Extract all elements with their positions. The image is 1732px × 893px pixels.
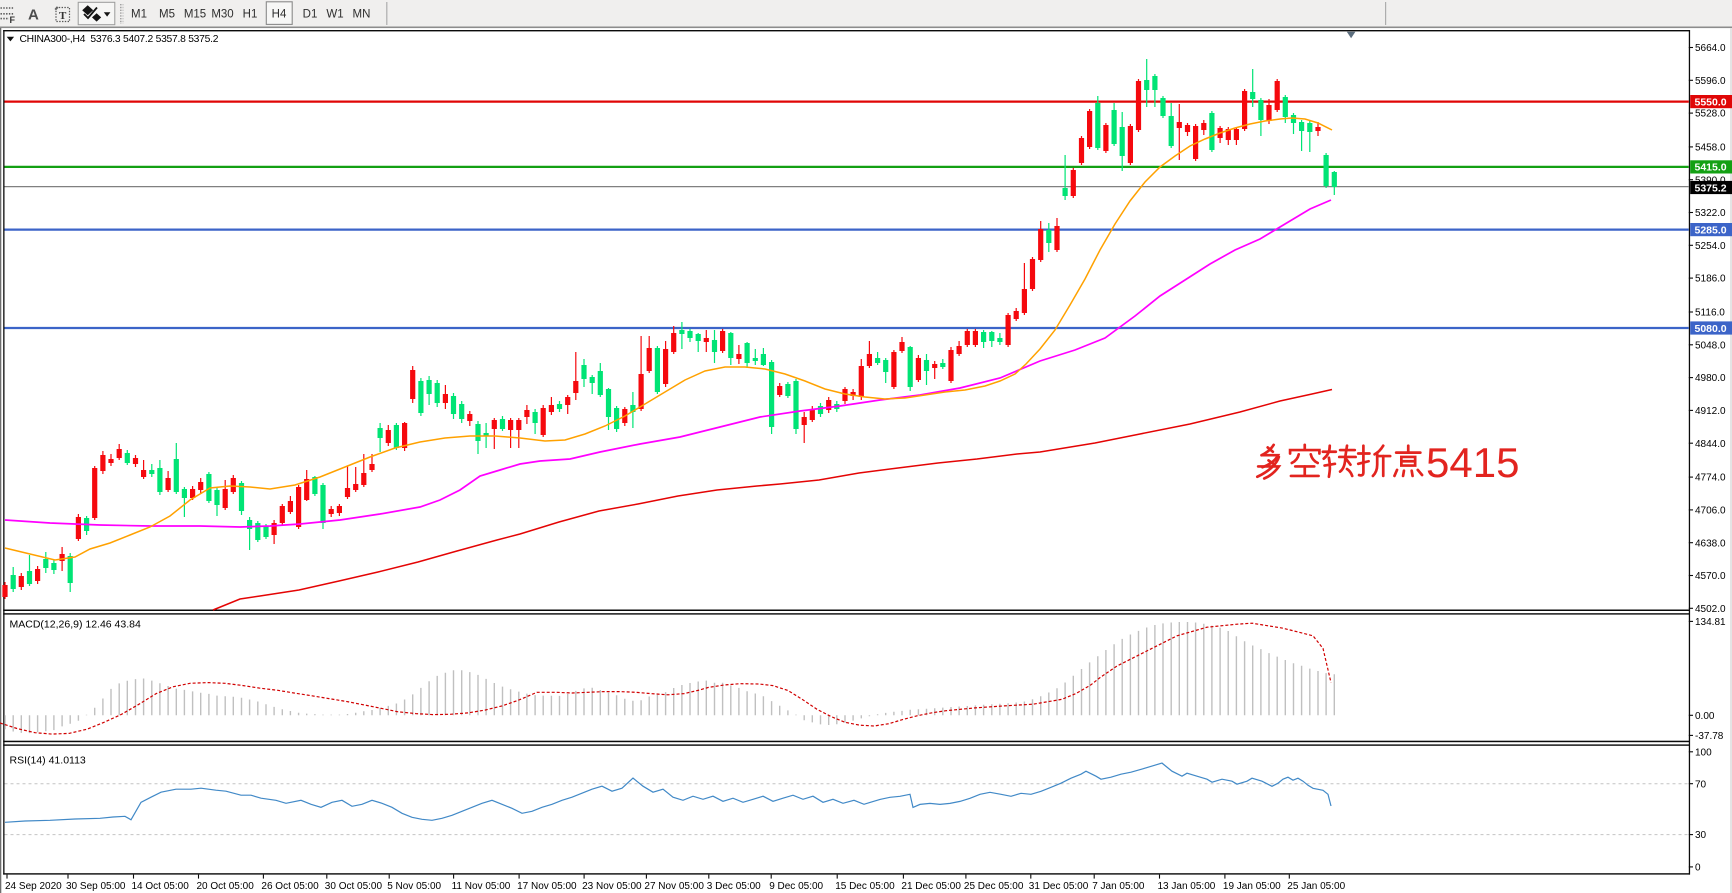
svg-text:F: F [10,15,16,25]
svg-text:5186.0: 5186.0 [1695,274,1726,285]
svg-text:30 Oct 05:00: 30 Oct 05:00 [325,881,383,892]
svg-text:4912.0: 4912.0 [1695,406,1726,417]
svg-text:H1: H1 [243,9,258,21]
svg-text:14 Oct 05:00: 14 Oct 05:00 [132,881,190,892]
svg-text:5415: 5415 [1426,439,1519,486]
svg-text:-37.78: -37.78 [1695,731,1724,742]
svg-text:24 Sep 2020: 24 Sep 2020 [5,881,62,892]
svg-text:D1: D1 [303,9,318,21]
svg-text:5664.0: 5664.0 [1695,43,1726,54]
svg-text:W1: W1 [326,9,343,21]
svg-text:A: A [28,7,39,24]
svg-text:100: 100 [1695,747,1712,758]
svg-text:MN: MN [353,9,371,21]
svg-text:9 Dec 05:00: 9 Dec 05:00 [769,881,823,892]
svg-text:11 Nov 05:00: 11 Nov 05:00 [452,881,511,892]
svg-text:4638.0: 4638.0 [1695,538,1726,549]
svg-text:30 Sep 05:00: 30 Sep 05:00 [66,881,126,892]
svg-text:13 Jan 05:00: 13 Jan 05:00 [1158,881,1216,892]
svg-text:20 Oct 05:00: 20 Oct 05:00 [197,881,255,892]
svg-text:4570.0: 4570.0 [1695,571,1726,582]
svg-text:5116.0: 5116.0 [1695,308,1725,319]
svg-text:19 Jan 05:00: 19 Jan 05:00 [1223,881,1281,892]
svg-text:5048.0: 5048.0 [1695,340,1726,351]
svg-text:4980.0: 4980.0 [1695,373,1726,384]
svg-text:21 Dec 05:00: 21 Dec 05:00 [901,881,961,892]
svg-text:134.81: 134.81 [1695,617,1726,628]
svg-text:5322.0: 5322.0 [1695,208,1726,219]
svg-text:31 Dec 05:00: 31 Dec 05:00 [1029,881,1089,892]
svg-text:5285.0: 5285.0 [1695,224,1727,236]
svg-text:4844.0: 4844.0 [1695,439,1726,450]
svg-text:M15: M15 [184,9,206,21]
svg-text:CHINA300-,H4 5376.3 5407.2 53: CHINA300-,H4 5376.3 5407.2 5357.8 5375.2 [20,34,219,45]
svg-text:M30: M30 [211,9,233,21]
svg-text:5550.0: 5550.0 [1695,96,1727,108]
svg-text:5390.0: 5390.0 [1695,175,1726,186]
svg-text:4774.0: 4774.0 [1695,473,1726,484]
svg-text:25 Jan 05:00: 25 Jan 05:00 [1287,881,1345,892]
svg-text:5458.0: 5458.0 [1695,143,1726,154]
svg-text:26 Oct 05:00: 26 Oct 05:00 [261,881,319,892]
svg-text:4706.0: 4706.0 [1695,506,1726,517]
svg-text:25 Dec 05:00: 25 Dec 05:00 [964,881,1024,892]
svg-text:5375.2: 5375.2 [1695,182,1727,194]
svg-text:30: 30 [1695,830,1707,841]
svg-text:H4: H4 [272,9,287,21]
svg-text:5254.0: 5254.0 [1695,241,1726,252]
svg-text:5528.0: 5528.0 [1695,109,1726,120]
svg-text:17 Nov 05:00: 17 Nov 05:00 [517,881,577,892]
svg-text:70: 70 [1695,779,1707,790]
svg-text:0: 0 [1695,863,1701,874]
svg-text:M5: M5 [159,9,175,21]
svg-text:T: T [59,10,67,22]
svg-text:23 Nov 05:00: 23 Nov 05:00 [582,881,642,892]
svg-text:4502.0: 4502.0 [1695,604,1726,615]
svg-text:MACD(12,26,9) 12.46 43.84: MACD(12,26,9) 12.46 43.84 [10,619,141,631]
svg-text:5 Nov 05:00: 5 Nov 05:00 [387,881,441,892]
svg-text:M1: M1 [131,9,147,21]
svg-text:0.00: 0.00 [1695,711,1715,722]
svg-text:5596.0: 5596.0 [1695,76,1726,87]
svg-text:5080.0: 5080.0 [1695,323,1727,335]
svg-text:RSI(14) 41.0113: RSI(14) 41.0113 [10,755,86,767]
svg-text:5415.0: 5415.0 [1695,162,1727,174]
svg-text:3 Dec 05:00: 3 Dec 05:00 [707,881,761,892]
svg-text:15 Dec 05:00: 15 Dec 05:00 [835,881,895,892]
svg-text:27 Nov 05:00: 27 Nov 05:00 [644,881,704,892]
svg-text:7 Jan 05:00: 7 Jan 05:00 [1092,881,1145,892]
